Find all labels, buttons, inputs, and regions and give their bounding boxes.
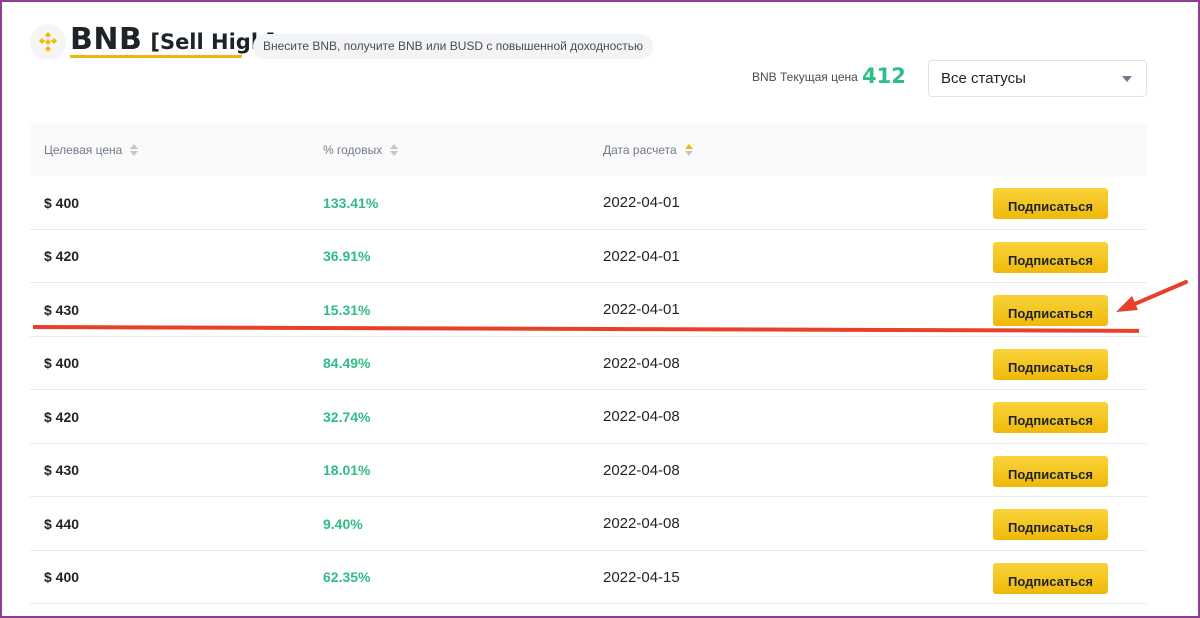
target-price-cell: $ 420 xyxy=(44,408,80,425)
title-underline xyxy=(70,55,242,58)
settlement-date-cell: 2022-04-08 xyxy=(603,461,680,479)
subscribe-button[interactable]: Подписаться xyxy=(993,295,1108,326)
target-price-cell: $ 420 xyxy=(44,248,80,264)
current-price-value: 412 xyxy=(862,64,906,88)
table-row: $ 400 133.41% 2022-04-01 Подписаться xyxy=(30,176,1147,230)
apy-cell: 62.35% xyxy=(323,569,371,585)
apy-cell: 84.49% xyxy=(323,355,371,371)
sort-icon xyxy=(684,144,693,156)
table-row: $ 400 84.49% 2022-04-08 Подписаться xyxy=(30,337,1147,390)
subscribe-button[interactable]: Подписаться xyxy=(993,402,1108,433)
subscribe-button[interactable]: Подписаться xyxy=(993,188,1108,219)
column-header-target-price[interactable]: Целевая цена xyxy=(44,124,139,176)
table-header: Целевая цена % годовых Дата расчета xyxy=(30,124,1147,176)
settlement-date-cell: 2022-04-15 xyxy=(603,568,680,586)
table-row: $ 420 36.91% 2022-04-01 Подписаться xyxy=(30,230,1147,283)
page-title-main: BNB xyxy=(70,22,143,57)
sort-icon xyxy=(130,144,139,156)
subscribe-button[interactable]: Подписаться xyxy=(993,562,1108,594)
target-price-cell: $ 430 xyxy=(44,301,80,318)
apy-cell: 36.91% xyxy=(323,248,371,264)
settlement-date-cell: 2022-04-01 xyxy=(603,301,680,318)
sort-icon xyxy=(390,144,399,156)
settlement-date-cell: 2022-04-01 xyxy=(603,247,680,265)
settlement-date-cell: 2022-04-08 xyxy=(603,515,680,532)
table-row: $ 430 18.01% 2022-04-08 Подписаться xyxy=(30,444,1147,497)
table-row: $ 430 15.31% 2022-04-01 Подписаться xyxy=(30,283,1147,337)
annotation-arrow-icon xyxy=(1116,280,1188,312)
target-price-cell: $ 400 xyxy=(44,355,80,371)
bnb-logo xyxy=(30,24,66,60)
offers-table: Целевая цена % годовых Дата расчета $ 40… xyxy=(30,124,1147,604)
apy-cell: 133.41% xyxy=(323,194,379,211)
subscribe-button[interactable]: Подписаться xyxy=(993,509,1108,540)
chevron-down-icon xyxy=(1122,76,1132,82)
target-price-cell: $ 440 xyxy=(44,515,80,532)
subscribe-button[interactable]: Подписаться xyxy=(993,241,1108,273)
apy-cell: 15.31% xyxy=(323,301,371,318)
table-row: $ 420 32.74% 2022-04-08 Подписаться xyxy=(30,390,1147,444)
status-filter-select[interactable]: Все статусы xyxy=(928,60,1147,97)
status-filter-value: Все статусы xyxy=(941,70,1026,87)
page-title: BNB [Sell High] xyxy=(70,22,275,57)
subscribe-button[interactable]: Подписаться xyxy=(993,455,1108,487)
apy-cell: 9.40% xyxy=(323,515,363,532)
column-header-apy[interactable]: % годовых xyxy=(323,124,399,176)
bnb-logo-icon xyxy=(39,32,57,52)
target-price-cell: $ 400 xyxy=(44,194,80,211)
column-header-settlement-date[interactable]: Дата расчета xyxy=(603,124,693,176)
target-price-cell: $ 400 xyxy=(44,569,80,585)
settlement-date-cell: 2022-04-08 xyxy=(603,408,680,425)
current-price-label: BNB Текущая цена xyxy=(752,70,858,84)
apy-cell: 32.74% xyxy=(323,408,371,425)
subscribe-button[interactable]: Подписаться xyxy=(993,348,1108,380)
target-price-cell: $ 430 xyxy=(44,462,80,478)
apy-cell: 18.01% xyxy=(323,462,371,478)
product-tagline: Внесите BNB, получите BNB или BUSD с пов… xyxy=(253,34,654,59)
table-row: $ 440 9.40% 2022-04-08 Подписаться xyxy=(30,497,1147,551)
settlement-date-cell: 2022-04-08 xyxy=(603,354,680,372)
table-row: $ 400 62.35% 2022-04-15 Подписаться xyxy=(30,551,1147,604)
settlement-date-cell: 2022-04-01 xyxy=(603,194,680,211)
